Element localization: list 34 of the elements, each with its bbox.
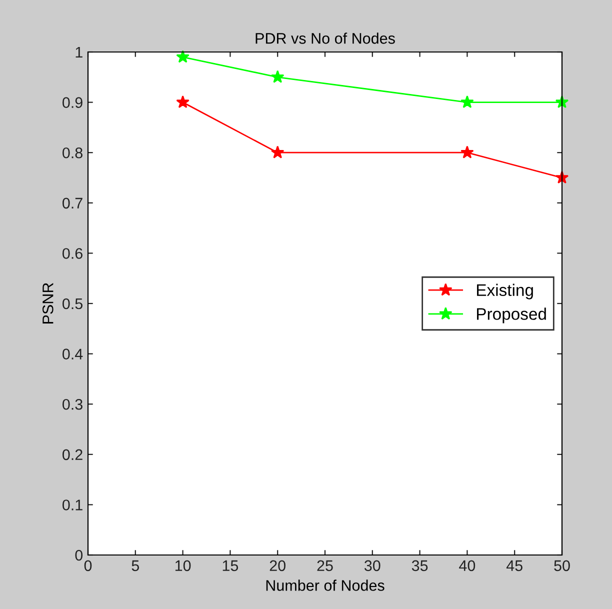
- y-tick-label: 0.4: [62, 348, 83, 360]
- y-tick-label: 0.2: [62, 449, 82, 460]
- point: [460, 95, 474, 108]
- y-tick-label: 0.1: [62, 500, 82, 510]
- point: [270, 70, 284, 83]
- legend-label: Proposed: [477, 308, 546, 324]
- y-tick-label: 0: [75, 550, 83, 561]
- x-tick-label: 20: [270, 560, 286, 572]
- y-tick-label: 0.8: [62, 147, 82, 158]
- x-tick-label: 30: [364, 560, 380, 572]
- y-tick-label: 0.3: [62, 398, 82, 410]
- y-tick-label: 0.6: [62, 248, 82, 259]
- x-tick-label: 40: [459, 560, 476, 572]
- y-tick-label: 0.7: [62, 198, 82, 209]
- point: [270, 146, 284, 158]
- legend-label: Existing: [477, 284, 533, 300]
- x-tick-label: 50: [554, 560, 570, 572]
- point: [555, 95, 569, 108]
- x-tick-label: 35: [412, 560, 428, 572]
- x-tick-label: 10: [175, 560, 191, 572]
- y-axis-title: PSNR: [42, 282, 54, 324]
- y-tick-label: 0.5: [62, 298, 82, 310]
- x-tick-label: 0: [84, 560, 92, 572]
- x-tick-label: 45: [506, 560, 522, 572]
- point: [460, 146, 474, 158]
- x-tick-label: 15: [222, 560, 238, 572]
- chart-title: PDR vs No of Nodes: [256, 32, 395, 44]
- x-tick-label: 25: [317, 560, 333, 572]
- x-axis-title: Number of Nodes: [266, 580, 384, 591]
- y-tick-label: 1: [76, 47, 82, 58]
- point: [176, 95, 190, 108]
- x-tick-label: 5: [132, 560, 140, 572]
- point: [176, 50, 190, 63]
- y-tick-label: 0.9: [62, 97, 82, 108]
